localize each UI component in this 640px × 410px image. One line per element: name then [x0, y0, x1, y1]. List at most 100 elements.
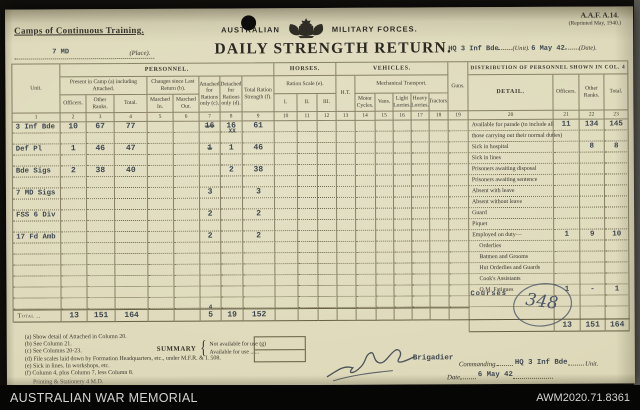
table-cell: [298, 297, 319, 309]
table-cell: [412, 230, 431, 242]
table-cell: [115, 275, 149, 288]
table-cell: [412, 252, 431, 264]
table-cell: 3: [86, 113, 115, 123]
table-cell: [337, 274, 357, 286]
table-cell: [355, 164, 376, 176]
table-cell: [173, 154, 200, 166]
table-cell: [87, 232, 116, 244]
table-cell: [242, 154, 275, 166]
table-cell: [115, 198, 149, 211]
table-cell: [376, 252, 395, 264]
table-cell: [430, 263, 450, 275]
table-cell: [297, 176, 318, 188]
table-cell: [376, 263, 395, 275]
table-cell: [297, 154, 318, 166]
table-cell: [375, 120, 394, 132]
table-cell: Absent without leave: [469, 196, 555, 209]
table-cell: 151: [87, 309, 116, 323]
table-cell: [12, 177, 61, 189]
table-cell: [148, 242, 175, 254]
col-header-marched-in: Marched In.: [147, 94, 174, 113]
table-cell: [430, 252, 450, 264]
table-cell: [393, 186, 413, 198]
table-cell: [580, 295, 606, 307]
table-cell: [148, 286, 175, 298]
table-cell: [173, 132, 200, 144]
table-cell: [394, 197, 413, 209]
table-cell: [337, 307, 357, 321]
table-cell: [429, 175, 449, 187]
table-cell: [60, 177, 87, 189]
table-cell: [298, 286, 319, 298]
table-cell: 19: [448, 111, 469, 121]
table-cell: [199, 132, 221, 144]
table-cell: 9: [580, 229, 606, 241]
table-cell: [337, 296, 357, 308]
table-cell: 1: [554, 229, 581, 241]
table-cell: 17: [411, 111, 430, 121]
table-cell: [274, 143, 298, 155]
archive-id: AWM2020.71.8361: [536, 391, 630, 404]
table-cell: [318, 296, 338, 309]
commanding-label: Commanding.: [458, 361, 498, 369]
table-cell: [448, 175, 469, 187]
table-cell: [604, 174, 629, 186]
table-cell: [317, 153, 337, 166]
table-cell: [448, 142, 469, 154]
col-header-scale-iii: III.: [317, 93, 337, 113]
form-paper: Camps of Continuous Training. A.A.F. A.1…: [5, 6, 635, 387]
table-cell: [61, 199, 88, 211]
table-cell: 47: [114, 143, 148, 156]
signature-rank: Brigadier: [412, 354, 454, 363]
table-cell: [242, 132, 275, 144]
table-cell: 7: [199, 112, 221, 122]
table-cell: [605, 273, 630, 285]
table-cell: [221, 209, 244, 221]
table-cell: [553, 152, 580, 164]
table-cell: [336, 142, 356, 154]
table-cell: [430, 219, 450, 231]
table-cell: [87, 221, 116, 233]
table-cell: [173, 143, 200, 155]
table-cell: [393, 142, 412, 154]
table-cell: [449, 274, 470, 286]
table-cell: [87, 254, 116, 266]
table-cell: [61, 265, 88, 277]
table-cell: [221, 264, 244, 276]
table-cell: [355, 142, 376, 154]
table-cell: [448, 164, 469, 176]
table-cell: [199, 154, 221, 166]
col-header-dist-other-ranks: Other Ranks.: [579, 74, 605, 111]
table-cell: 12: [317, 111, 337, 122]
table-cell: [580, 240, 606, 252]
table-cell: [393, 131, 412, 143]
table-cell: [87, 276, 116, 288]
table-cell: 1: [605, 284, 630, 296]
table-cell: 10: [274, 112, 298, 122]
table-cell: [174, 253, 201, 265]
table-cell: [115, 253, 149, 266]
table-cell: 19: [221, 308, 244, 322]
table-cell: 2: [60, 166, 87, 178]
table-cell: [317, 186, 338, 199]
col-header-officers: Officers.: [60, 95, 87, 114]
table-cell: [200, 242, 222, 254]
table-cell: 2: [220, 165, 243, 177]
table-cell: 4: [114, 112, 148, 123]
table-cell: [298, 231, 319, 243]
table-cell: [318, 307, 338, 322]
table-cell: [449, 252, 470, 264]
summary-block: SUMMARY { Not available for use (g) Avai…: [157, 337, 266, 360]
table-cell: [356, 307, 377, 321]
table-cell: [336, 153, 356, 165]
table-cell: [394, 307, 413, 321]
group-header-vehicles: VEHICLES.: [336, 62, 449, 76]
table-cell: [13, 199, 62, 211]
table-cell: [148, 231, 175, 243]
subheader-mechanical-transport: Mechanical Transport.: [355, 75, 449, 94]
table-cell: [61, 254, 88, 266]
date-sig-label: Date: [446, 374, 461, 382]
table-cell: 17 Fd Amb: [13, 232, 62, 244]
table-cell: 14: [355, 111, 376, 121]
table-cell: [580, 196, 606, 208]
